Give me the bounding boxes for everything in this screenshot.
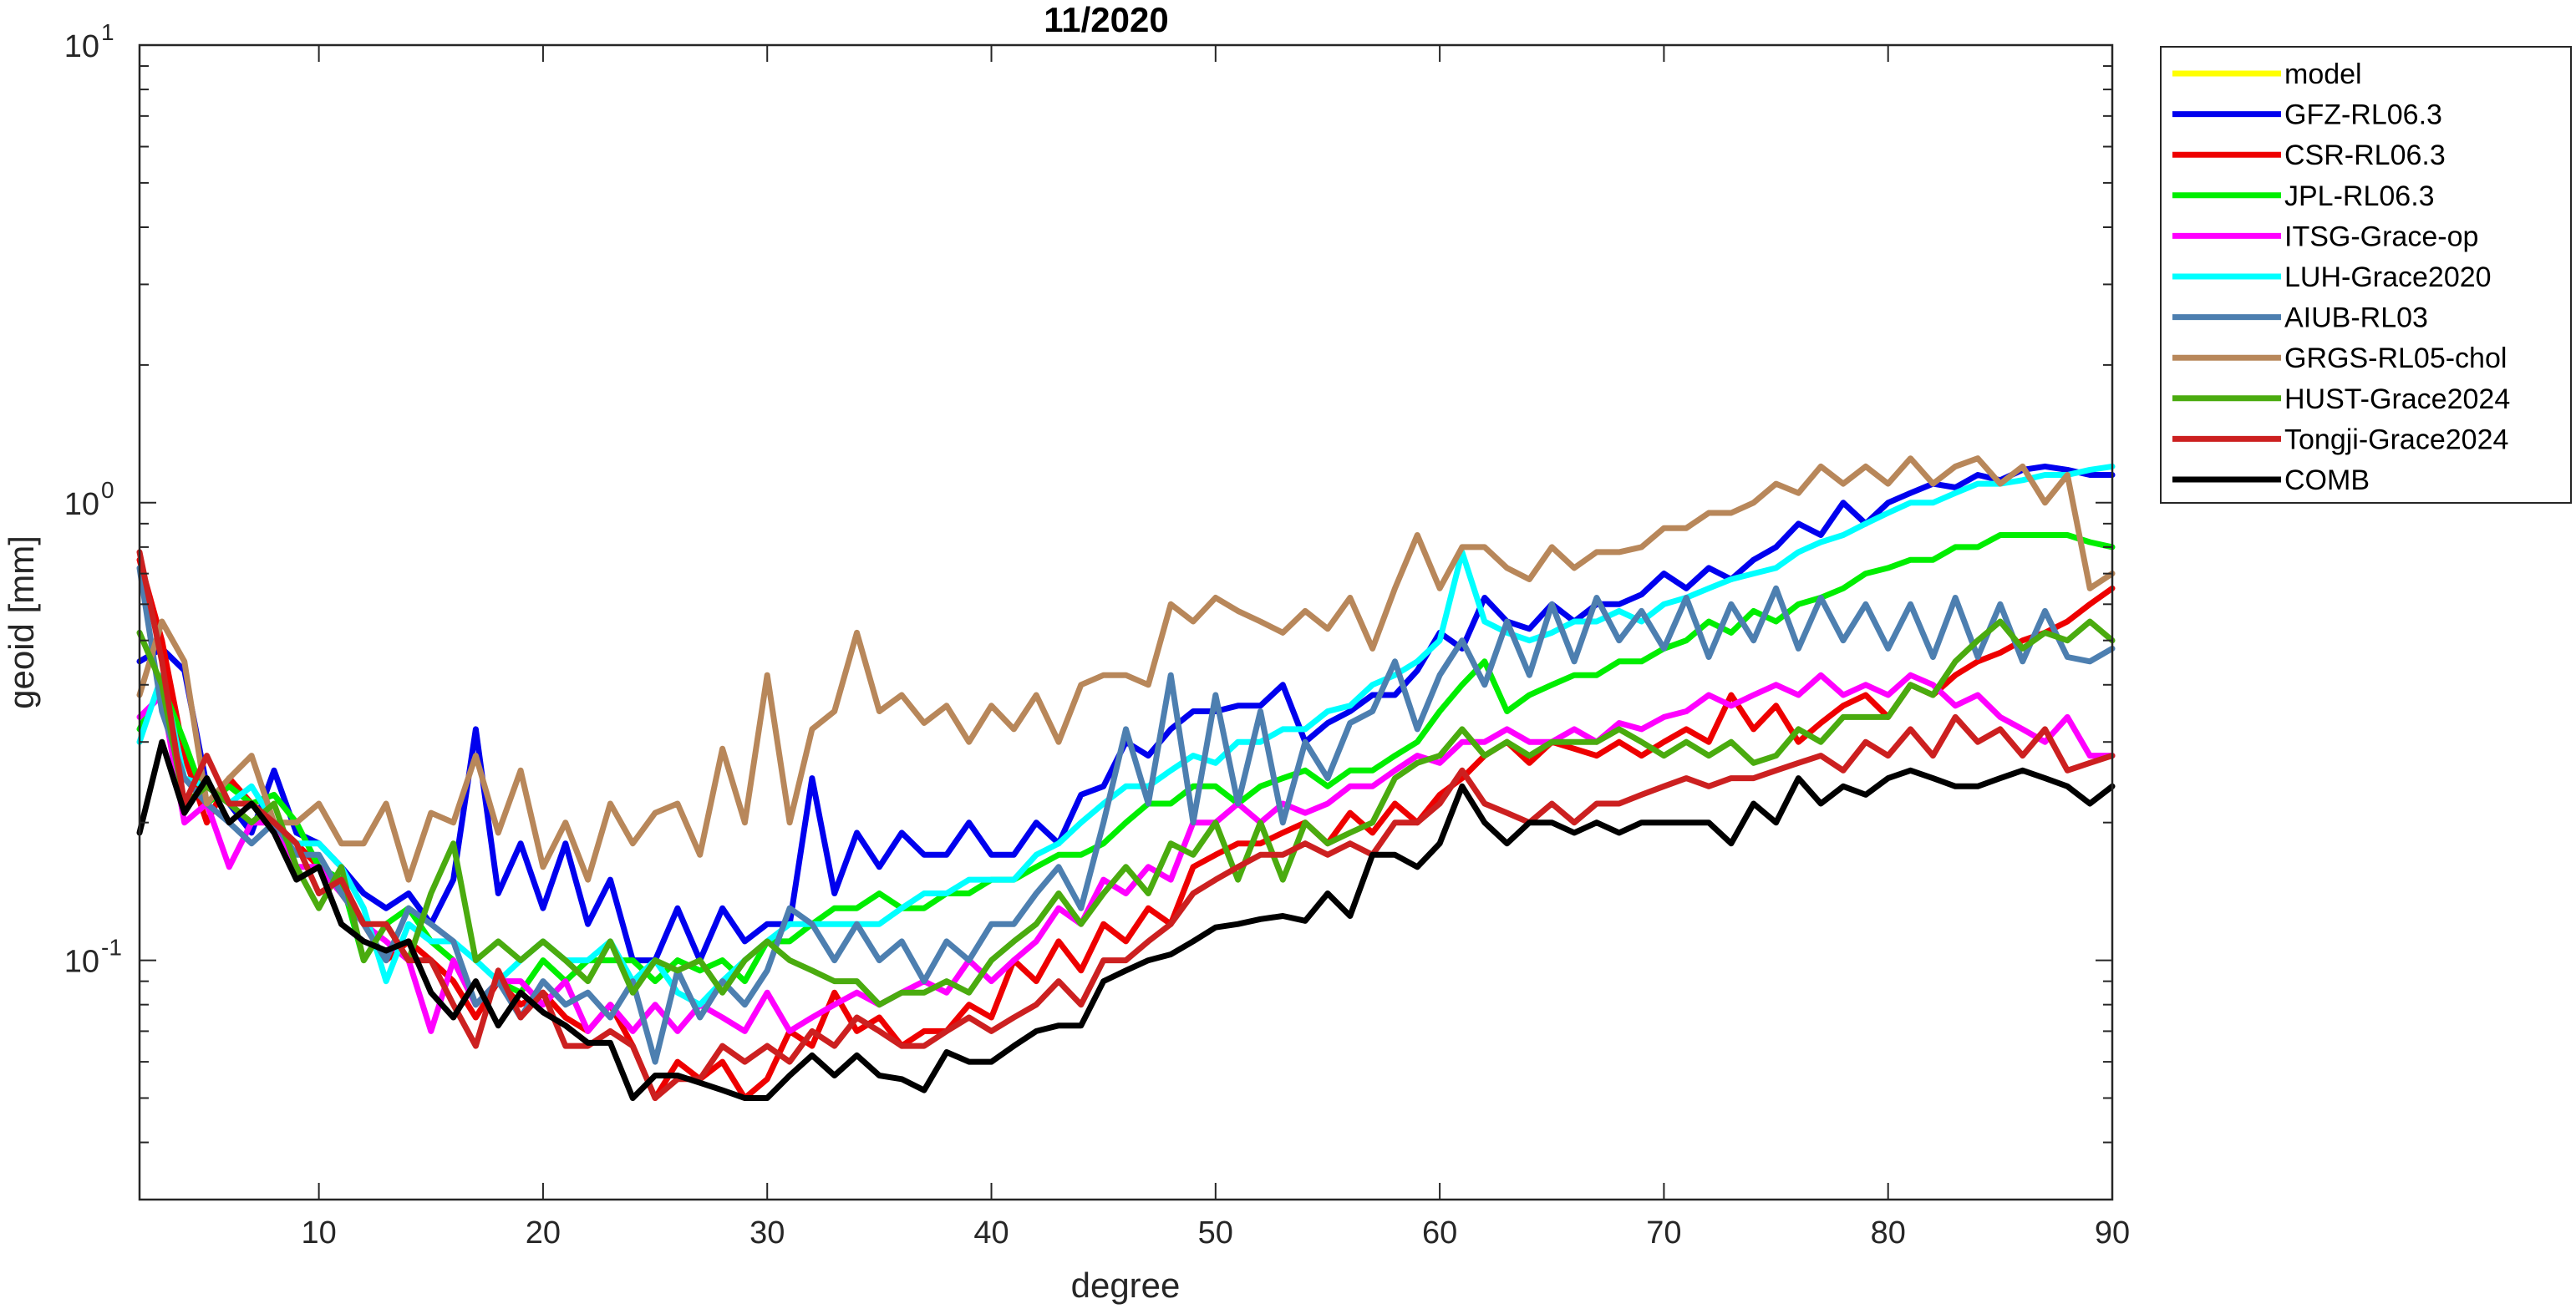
y-tick-label: 10 — [64, 29, 99, 64]
y-tick-label-exponent: -1 — [101, 935, 122, 961]
legend-entries: model GFZ-RL06.3 CSR-RL06.3 JPL-RL06.3 ITSG-… — [2172, 58, 2510, 496]
legend-label-gfz-rl06-3: GFZ-RL06.3 — [2284, 99, 2442, 131]
legend: model GFZ-RL06.3 CSR-RL06.3 JPL-RL06.3 ITSG-… — [2160, 46, 2572, 504]
x-tick-label: 80 — [1871, 1215, 1906, 1251]
y-tick-label-exponent: 0 — [101, 477, 114, 503]
x-tick-label: 50 — [1198, 1215, 1233, 1251]
series-line-hust-grace2024 — [136, 618, 2116, 1008]
legend-label-model: model — [2284, 58, 2362, 90]
chart-title: 11/2020 — [1044, 0, 1169, 39]
y-tick-label: 10 — [64, 487, 99, 522]
legend-label-itsg-grace-op: ITSG-Grace-op — [2284, 221, 2478, 252]
x-axis-title: degree — [1071, 1266, 1181, 1305]
legend-label-luh-grace2020: LUH-Grace2020 — [2284, 261, 2492, 293]
series-layer — [136, 455, 2116, 1101]
plot-area-frame — [138, 43, 2114, 1201]
x-tick-label: 30 — [749, 1215, 785, 1251]
x-tick-label: 90 — [2095, 1215, 2130, 1251]
ticks-layer — [140, 44, 2113, 1200]
legend-label-comb: COMB — [2284, 464, 2370, 496]
series-line-csr-rl06-3 — [136, 556, 2116, 1101]
legend-label-tongji-grace2024: Tongji-Grace2024 — [2284, 424, 2508, 455]
x-tick-label: 10 — [301, 1215, 336, 1251]
y-tick-label-exponent: 1 — [101, 19, 114, 45]
x-tick-label: 40 — [973, 1215, 1009, 1251]
series-line-comb — [136, 738, 2116, 1101]
legend-label-aiub-rl03: AIUB-RL03 — [2284, 302, 2428, 334]
series-line-grgs-rl05-chol — [136, 455, 2116, 883]
y-axis-title: geoid [mm] — [2, 535, 41, 709]
series-line-aiub-rl03 — [136, 565, 2116, 1065]
series-line-luh-grace2020 — [136, 463, 2116, 1008]
x-tick-label: 70 — [1646, 1215, 1681, 1251]
legend-label-grgs-rl05-chol: GRGS-RL05-chol — [2284, 342, 2507, 374]
legend-label-csr-rl06-3: CSR-RL06.3 — [2284, 140, 2446, 171]
series-line-tongji-grace2024 — [136, 549, 2116, 1101]
x-tick-label: 60 — [1422, 1215, 1457, 1251]
y-tick-label: 10 — [64, 945, 99, 980]
legend-label-jpl-rl06-3: JPL-RL06.3 — [2284, 180, 2435, 212]
x-tick-label: 20 — [526, 1215, 561, 1251]
legend-label-hust-grace2024: HUST-Grace2024 — [2284, 383, 2510, 415]
